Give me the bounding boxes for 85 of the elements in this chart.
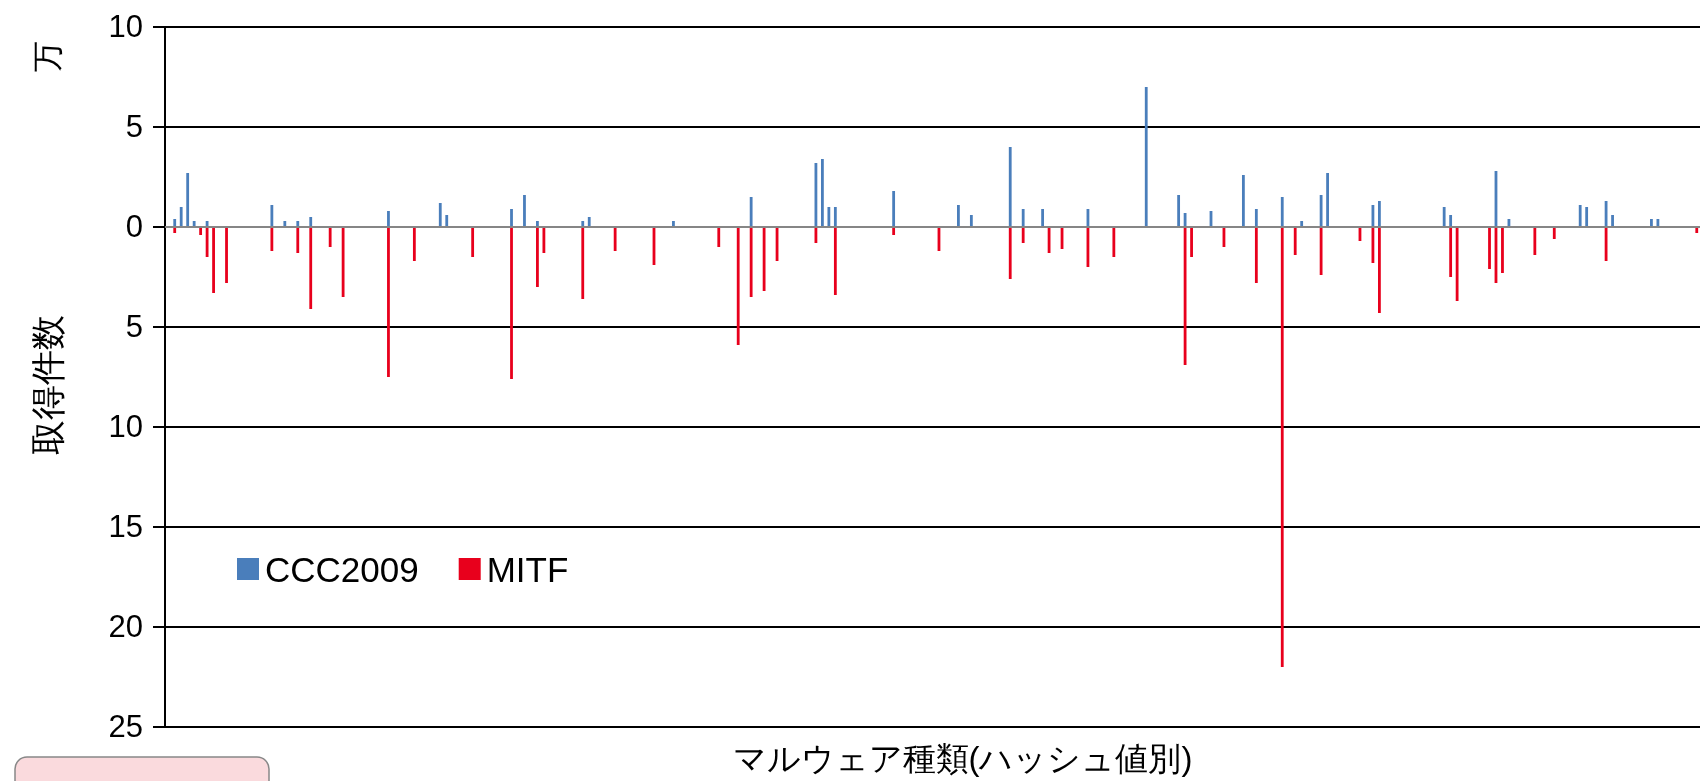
- bar: [510, 227, 513, 379]
- legend-label: CCC2009: [265, 550, 419, 589]
- bar: [1488, 227, 1491, 269]
- bar: [1650, 219, 1653, 227]
- bar: [1319, 227, 1323, 275]
- bar: [1585, 207, 1589, 227]
- bar: [1008, 227, 1012, 279]
- bar: [270, 205, 274, 227]
- bar: [471, 227, 475, 257]
- bar: [1455, 227, 1459, 301]
- bar: [445, 215, 449, 227]
- bar: [827, 207, 831, 227]
- bar: [523, 195, 526, 227]
- y-tick-label: 20: [108, 609, 143, 644]
- bar: [1280, 197, 1284, 227]
- bar: [1319, 195, 1323, 227]
- bar: [1112, 227, 1116, 257]
- bar: [438, 203, 442, 227]
- bar: [179, 207, 183, 227]
- bar: [270, 227, 274, 251]
- bar: [173, 219, 177, 227]
- bar: [892, 227, 896, 235]
- bar: [186, 173, 190, 227]
- bar: [833, 207, 837, 227]
- bar: [581, 227, 585, 299]
- bar: [341, 227, 345, 297]
- bar: [736, 227, 740, 345]
- bar: [212, 227, 215, 293]
- bar: [387, 227, 390, 377]
- bar: [542, 227, 546, 253]
- bar: [412, 227, 416, 261]
- bar: [1449, 215, 1453, 227]
- bar: [749, 227, 753, 297]
- bar: [762, 227, 766, 291]
- bar: [1578, 205, 1582, 227]
- bar: [1008, 147, 1012, 227]
- bar: [296, 227, 300, 253]
- x-axis-title: マルウェア種類(ハッシュ値別): [732, 740, 1193, 777]
- bar: [510, 209, 513, 227]
- bar: [328, 227, 332, 247]
- bar: [225, 227, 228, 283]
- bar: [309, 227, 313, 309]
- y-tick-label: 10: [108, 409, 143, 444]
- bar: [1041, 209, 1045, 227]
- bar: [309, 217, 313, 227]
- bar: [1241, 175, 1245, 227]
- y-tick-label: 5: [125, 109, 143, 144]
- bar: [1144, 87, 1148, 227]
- bar: [1254, 227, 1258, 283]
- bar: [1378, 227, 1381, 313]
- bar: [587, 217, 591, 227]
- bar: [1449, 227, 1453, 277]
- legend-label: MITF: [486, 550, 569, 589]
- bar: [957, 205, 960, 227]
- bar: [199, 227, 203, 235]
- y-tick-label: 25: [108, 709, 143, 744]
- bar: [387, 211, 390, 227]
- bar: [613, 227, 617, 251]
- bar: [1021, 209, 1025, 227]
- bar: [1293, 227, 1297, 255]
- bar: [1552, 227, 1556, 239]
- bar: [749, 197, 753, 227]
- y-tick-label: 0: [125, 209, 143, 244]
- bar: [1442, 207, 1446, 227]
- y-axis-title: 取得件数: [28, 315, 67, 455]
- bar: [1177, 195, 1181, 227]
- y-tick-label: 5: [125, 309, 143, 344]
- bar: [892, 191, 896, 227]
- bar: [536, 227, 539, 287]
- bar: [1326, 173, 1329, 227]
- bar: [1021, 227, 1025, 243]
- y-tick-label: 15: [108, 509, 143, 544]
- text: 万: [30, 40, 65, 72]
- bar: [969, 215, 973, 227]
- y-tick-label: 10: [108, 9, 143, 44]
- bar: [1501, 227, 1504, 273]
- bar: [1611, 215, 1614, 227]
- bar: [1190, 227, 1193, 257]
- bar: [821, 159, 824, 227]
- bar: [1280, 227, 1284, 667]
- bar: [1254, 209, 1258, 227]
- bar: [717, 227, 721, 247]
- bar: [1378, 201, 1381, 227]
- bar: [1533, 227, 1537, 255]
- bar: [833, 227, 837, 295]
